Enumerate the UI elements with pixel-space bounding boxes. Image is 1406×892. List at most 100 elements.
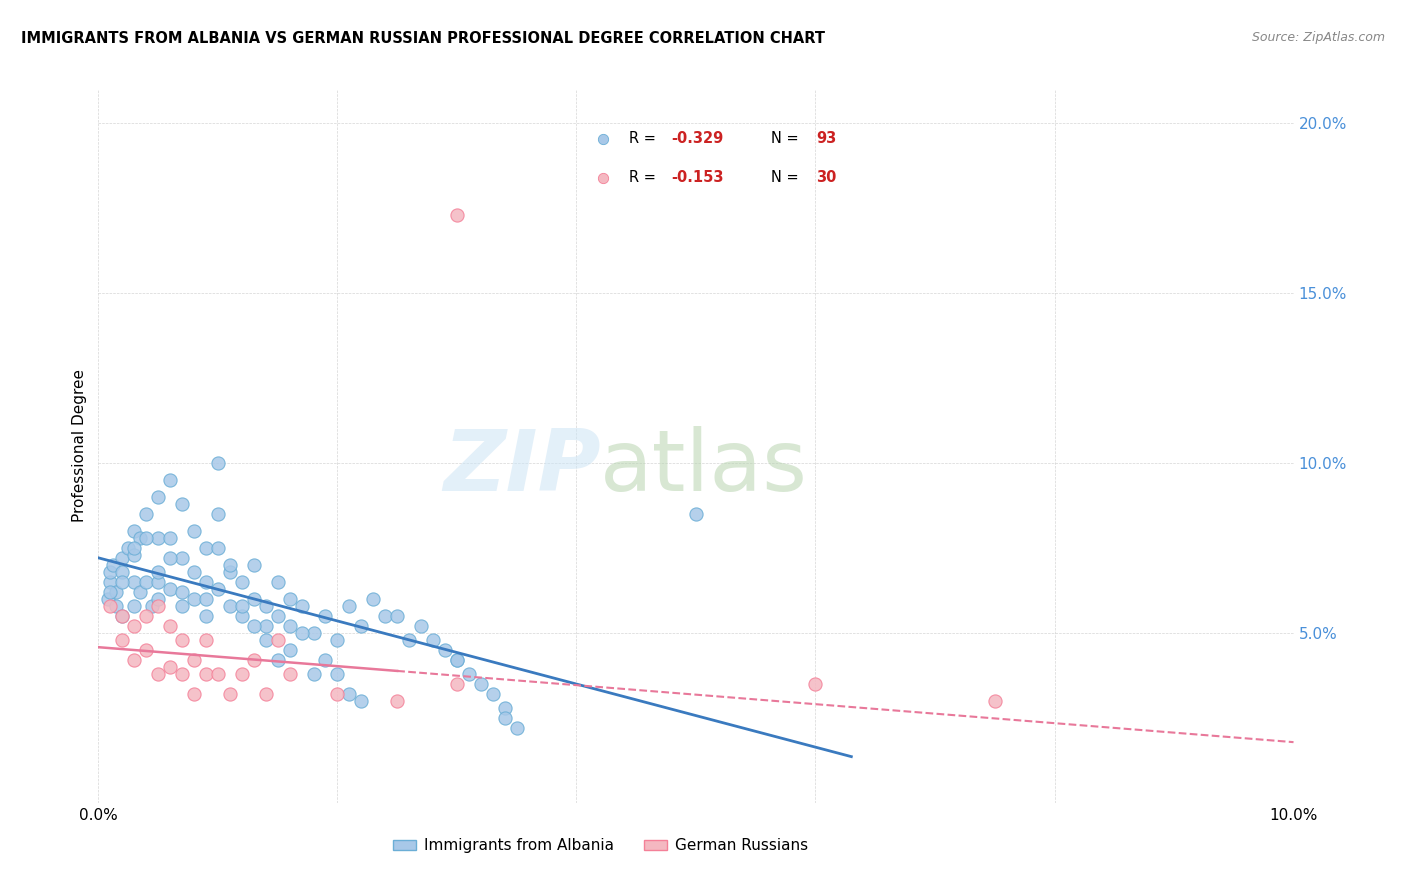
Point — [101, 558, 124, 572]
Point — [804, 677, 827, 691]
Point — [592, 170, 614, 185]
Point — [207, 582, 229, 596]
Point — [278, 591, 301, 606]
Point — [422, 632, 444, 647]
Point — [195, 541, 218, 555]
Point — [207, 541, 229, 555]
Point — [243, 653, 266, 667]
Point — [363, 591, 385, 606]
Point — [159, 473, 181, 487]
Point — [984, 694, 1007, 708]
Point — [458, 666, 481, 681]
Point — [111, 608, 134, 623]
Point — [446, 653, 468, 667]
Text: N =: N = — [770, 170, 803, 186]
Point — [254, 619, 277, 633]
Point — [183, 524, 205, 538]
Point — [105, 585, 128, 599]
Point — [98, 565, 122, 579]
Point — [411, 619, 433, 633]
Text: -0.329: -0.329 — [671, 131, 723, 146]
Point — [148, 531, 170, 545]
Point — [172, 551, 194, 566]
Point — [315, 653, 337, 667]
Point — [124, 548, 146, 562]
Point — [207, 456, 229, 470]
Point — [105, 599, 128, 613]
Point — [183, 591, 205, 606]
Point — [446, 653, 468, 667]
Point — [111, 608, 134, 623]
Point — [148, 666, 170, 681]
Point — [267, 608, 290, 623]
Point — [470, 677, 492, 691]
Text: R =: R = — [628, 170, 661, 186]
Point — [195, 666, 218, 681]
Point — [135, 574, 157, 589]
Point — [135, 507, 157, 521]
Point — [129, 585, 152, 599]
Point — [172, 497, 194, 511]
Point — [148, 599, 170, 613]
Text: 30: 30 — [817, 170, 837, 186]
Point — [172, 599, 194, 613]
Point — [278, 619, 301, 633]
Text: atlas: atlas — [600, 425, 808, 509]
Point — [231, 608, 253, 623]
Point — [267, 574, 290, 589]
Point — [219, 599, 242, 613]
Point — [278, 666, 301, 681]
Point — [254, 687, 277, 701]
Point — [592, 132, 614, 146]
Point — [195, 632, 218, 647]
Point — [97, 591, 120, 606]
Point — [159, 531, 181, 545]
Point — [148, 565, 170, 579]
Text: 93: 93 — [817, 131, 837, 146]
Point — [267, 632, 290, 647]
Point — [195, 574, 218, 589]
Point — [148, 490, 170, 504]
Point — [159, 660, 181, 674]
Point — [124, 619, 146, 633]
Point — [135, 531, 157, 545]
Point — [117, 541, 139, 555]
Point — [148, 591, 170, 606]
Point — [148, 574, 170, 589]
Point — [111, 565, 134, 579]
Point — [385, 608, 409, 623]
Point — [207, 507, 229, 521]
Point — [98, 599, 122, 613]
Point — [183, 565, 205, 579]
Point — [494, 711, 516, 725]
Point — [254, 599, 277, 613]
Point — [231, 574, 253, 589]
Text: N =: N = — [770, 131, 803, 146]
Point — [326, 666, 349, 681]
Point — [267, 653, 290, 667]
Point — [231, 599, 253, 613]
Point — [326, 687, 349, 701]
Point — [482, 687, 505, 701]
Point — [195, 608, 218, 623]
Text: ZIP: ZIP — [443, 425, 600, 509]
Point — [111, 551, 134, 566]
Point — [172, 666, 194, 681]
Point — [434, 643, 457, 657]
Point — [98, 574, 122, 589]
Point — [494, 700, 516, 714]
Point — [374, 608, 396, 623]
Point — [685, 507, 707, 521]
Point — [385, 694, 409, 708]
Point — [124, 574, 146, 589]
Point — [350, 694, 373, 708]
Point — [302, 666, 325, 681]
Point — [339, 687, 361, 701]
Point — [135, 643, 157, 657]
Point — [124, 653, 146, 667]
Point — [159, 551, 181, 566]
Point — [159, 582, 181, 596]
Point — [291, 626, 314, 640]
Point — [315, 608, 337, 623]
Point — [124, 524, 146, 538]
